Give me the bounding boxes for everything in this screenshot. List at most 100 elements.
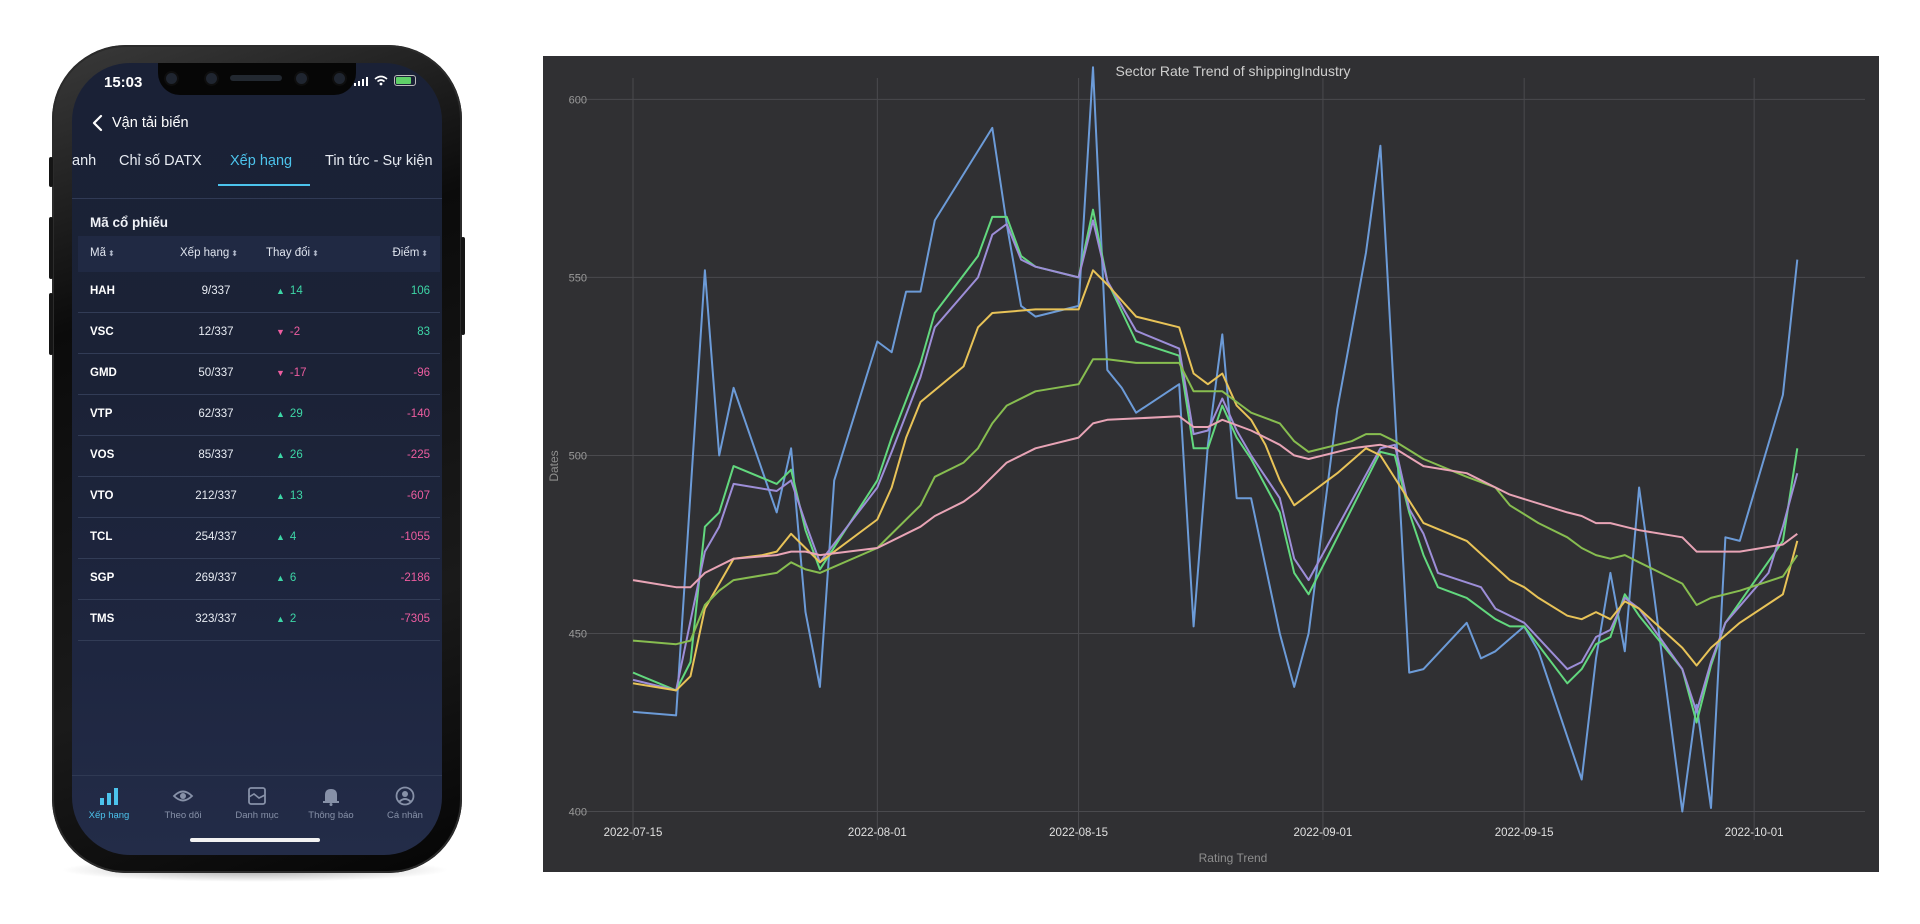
stock-rank: 85/337 [198,449,234,461]
stock-code: VOS [90,449,115,461]
x-tick-label: 2022-09-15 [1495,827,1554,839]
bottom-tab-ranking[interactable]: Xếp hạng [72,786,146,821]
table-row[interactable]: GMD 50/337 ▼ -17 -96 [78,354,440,395]
table-header: Mã ⬍ Xếp hạng ⬍ Thay đổi ⬍ Điểm ⬍ [78,236,440,272]
rank-change: ▲ 2 [276,613,297,625]
tab-news-events[interactable]: Tin tức - Sự kiện [325,153,433,169]
stock-score: 83 [417,326,430,338]
tab-datx-index[interactable]: Chỉ số DATX [119,153,202,169]
table-row[interactable]: VTP 62/337 ▲ 29 -140 [78,395,440,436]
table-row[interactable]: TMS 323/337 ▲ 2 -7305 [78,600,440,641]
rank-change: ▼ -2 [276,326,301,338]
active-tab-indicator [218,184,310,186]
table-row[interactable]: VTO 212/337 ▲ 13 -607 [78,477,440,518]
x-tick-label: 2022-07-15 [604,827,663,839]
sort-icon: ⬍ [107,249,115,258]
user-icon [395,786,415,806]
arrow-up-icon: ▲ [276,491,285,501]
stock-score: -2186 [400,572,430,584]
stock-code: HAH [90,285,115,297]
x-axis-label: Rating Trend [1199,851,1268,865]
series-line-series-3 [632,219,1799,713]
signal-icon [353,76,368,86]
rank-change: ▲ 26 [276,449,303,461]
battery-icon [394,75,416,86]
sort-icon: ⬍ [421,249,428,258]
stock-code: TCL [90,531,113,543]
stock-code: TMS [90,613,115,625]
stock-score: -96 [413,367,430,379]
y-tick-label: 550 [569,272,587,284]
tab-ranking[interactable]: Xếp hạng [230,153,293,169]
wifi-icon [374,75,388,86]
x-tick-label: 2022-08-01 [848,827,907,839]
stock-rank: 9/337 [201,285,231,297]
table-row[interactable]: SGP 269/337 ▲ 6 -2186 [78,559,440,600]
chart-panel: Sector Rate Trend of shippingIndustry Ra… [543,56,1879,872]
table-row[interactable]: VSC 12/337 ▼ -2 83 [78,313,440,354]
series-line-series-6 [632,415,1798,589]
camera-icon [206,73,217,84]
bell-icon [323,789,339,806]
stock-code: GMD [90,367,117,379]
stock-code: VTP [90,408,113,420]
notch [158,63,356,95]
rank-change: ▼ -17 [276,367,307,379]
line-chart: Sector Rate Trend of shippingIndustry Ra… [547,63,1865,865]
table-row[interactable]: TCL 254/337 ▲ 4 -1055 [78,518,440,559]
tab-overview[interactable]: anh [72,153,97,169]
column-header-rank[interactable]: Xếp hạng ⬍ [180,247,238,259]
power-button [461,237,465,335]
stock-rank: 12/337 [198,326,234,338]
bottom-tab-watchlist[interactable]: Theo dõi [146,786,220,821]
table-row[interactable]: HAH 9/337 ▲ 14 106 [78,272,440,313]
eye-icon [172,790,194,802]
arrow-up-icon: ▲ [276,450,285,460]
table-row[interactable]: VOS 85/337 ▲ 26 -225 [78,436,440,477]
column-header-code[interactable]: Mã ⬍ [90,247,115,259]
stock-table: HAH 9/337 ▲ 14 106 VSC 12/337 ▼ -2 83 GMD 50/337 ▼ -1… [78,272,440,641]
stock-score: 106 [410,285,430,297]
chart-title: Sector Rate Trend of shippingIndustry [1115,63,1350,79]
stock-score: -7305 [400,613,430,625]
arrow-down-icon: ▼ [276,327,285,337]
stock-rank: 212/337 [195,490,237,502]
series-line-series-5 [632,358,1799,646]
x-tick-label: 2022-10-01 [1725,827,1784,839]
x-tick-label: 2022-09-01 [1294,827,1353,839]
stock-rank: 254/337 [195,531,237,543]
bottom-tab-portfolio[interactable]: Danh mục [220,786,294,821]
stock-rank: 269/337 [195,572,237,584]
bottom-tab-bar: Xếp hạng Theo dõi Danh mục Thông báo [72,775,442,855]
status-icons [353,75,416,86]
stock-code: VSC [90,326,114,338]
sensor-icon [166,73,177,84]
stock-rank: 50/337 [198,367,234,379]
stock-rank: 62/337 [198,408,234,420]
volume-down-button [49,293,53,355]
column-header-score[interactable]: Điểm ⬍ [392,247,428,259]
rank-change: ▲ 4 [276,531,297,543]
bar-chart-icon [100,788,118,805]
sort-icon: ⬍ [231,249,238,258]
rank-change: ▲ 6 [276,572,297,584]
volume-up-button [49,217,53,279]
bottom-tab-profile[interactable]: Cá nhân [368,786,442,821]
series-line-series-2 [632,208,1799,724]
sensor-icon [296,73,307,84]
stock-rank: 323/337 [195,613,237,625]
rank-change: ▲ 14 [276,285,303,297]
mute-switch [49,157,53,187]
column-header-change[interactable]: Thay đổi ⬍ [266,247,319,259]
bottom-tab-notifications[interactable]: Thông báo [294,786,368,821]
y-tick-label: 450 [569,628,587,640]
stock-score: -1055 [400,531,430,543]
arrow-up-icon: ▲ [276,286,285,296]
home-indicator[interactable] [190,838,320,842]
arrow-up-icon: ▲ [276,409,285,419]
status-time: 15:03 [104,74,143,91]
section-title: Mã cổ phiếu [90,215,169,230]
nav-header: Vận tải biển [72,109,442,139]
y-axis-label: Dates [547,450,561,481]
back-chevron-icon[interactable] [88,113,108,133]
